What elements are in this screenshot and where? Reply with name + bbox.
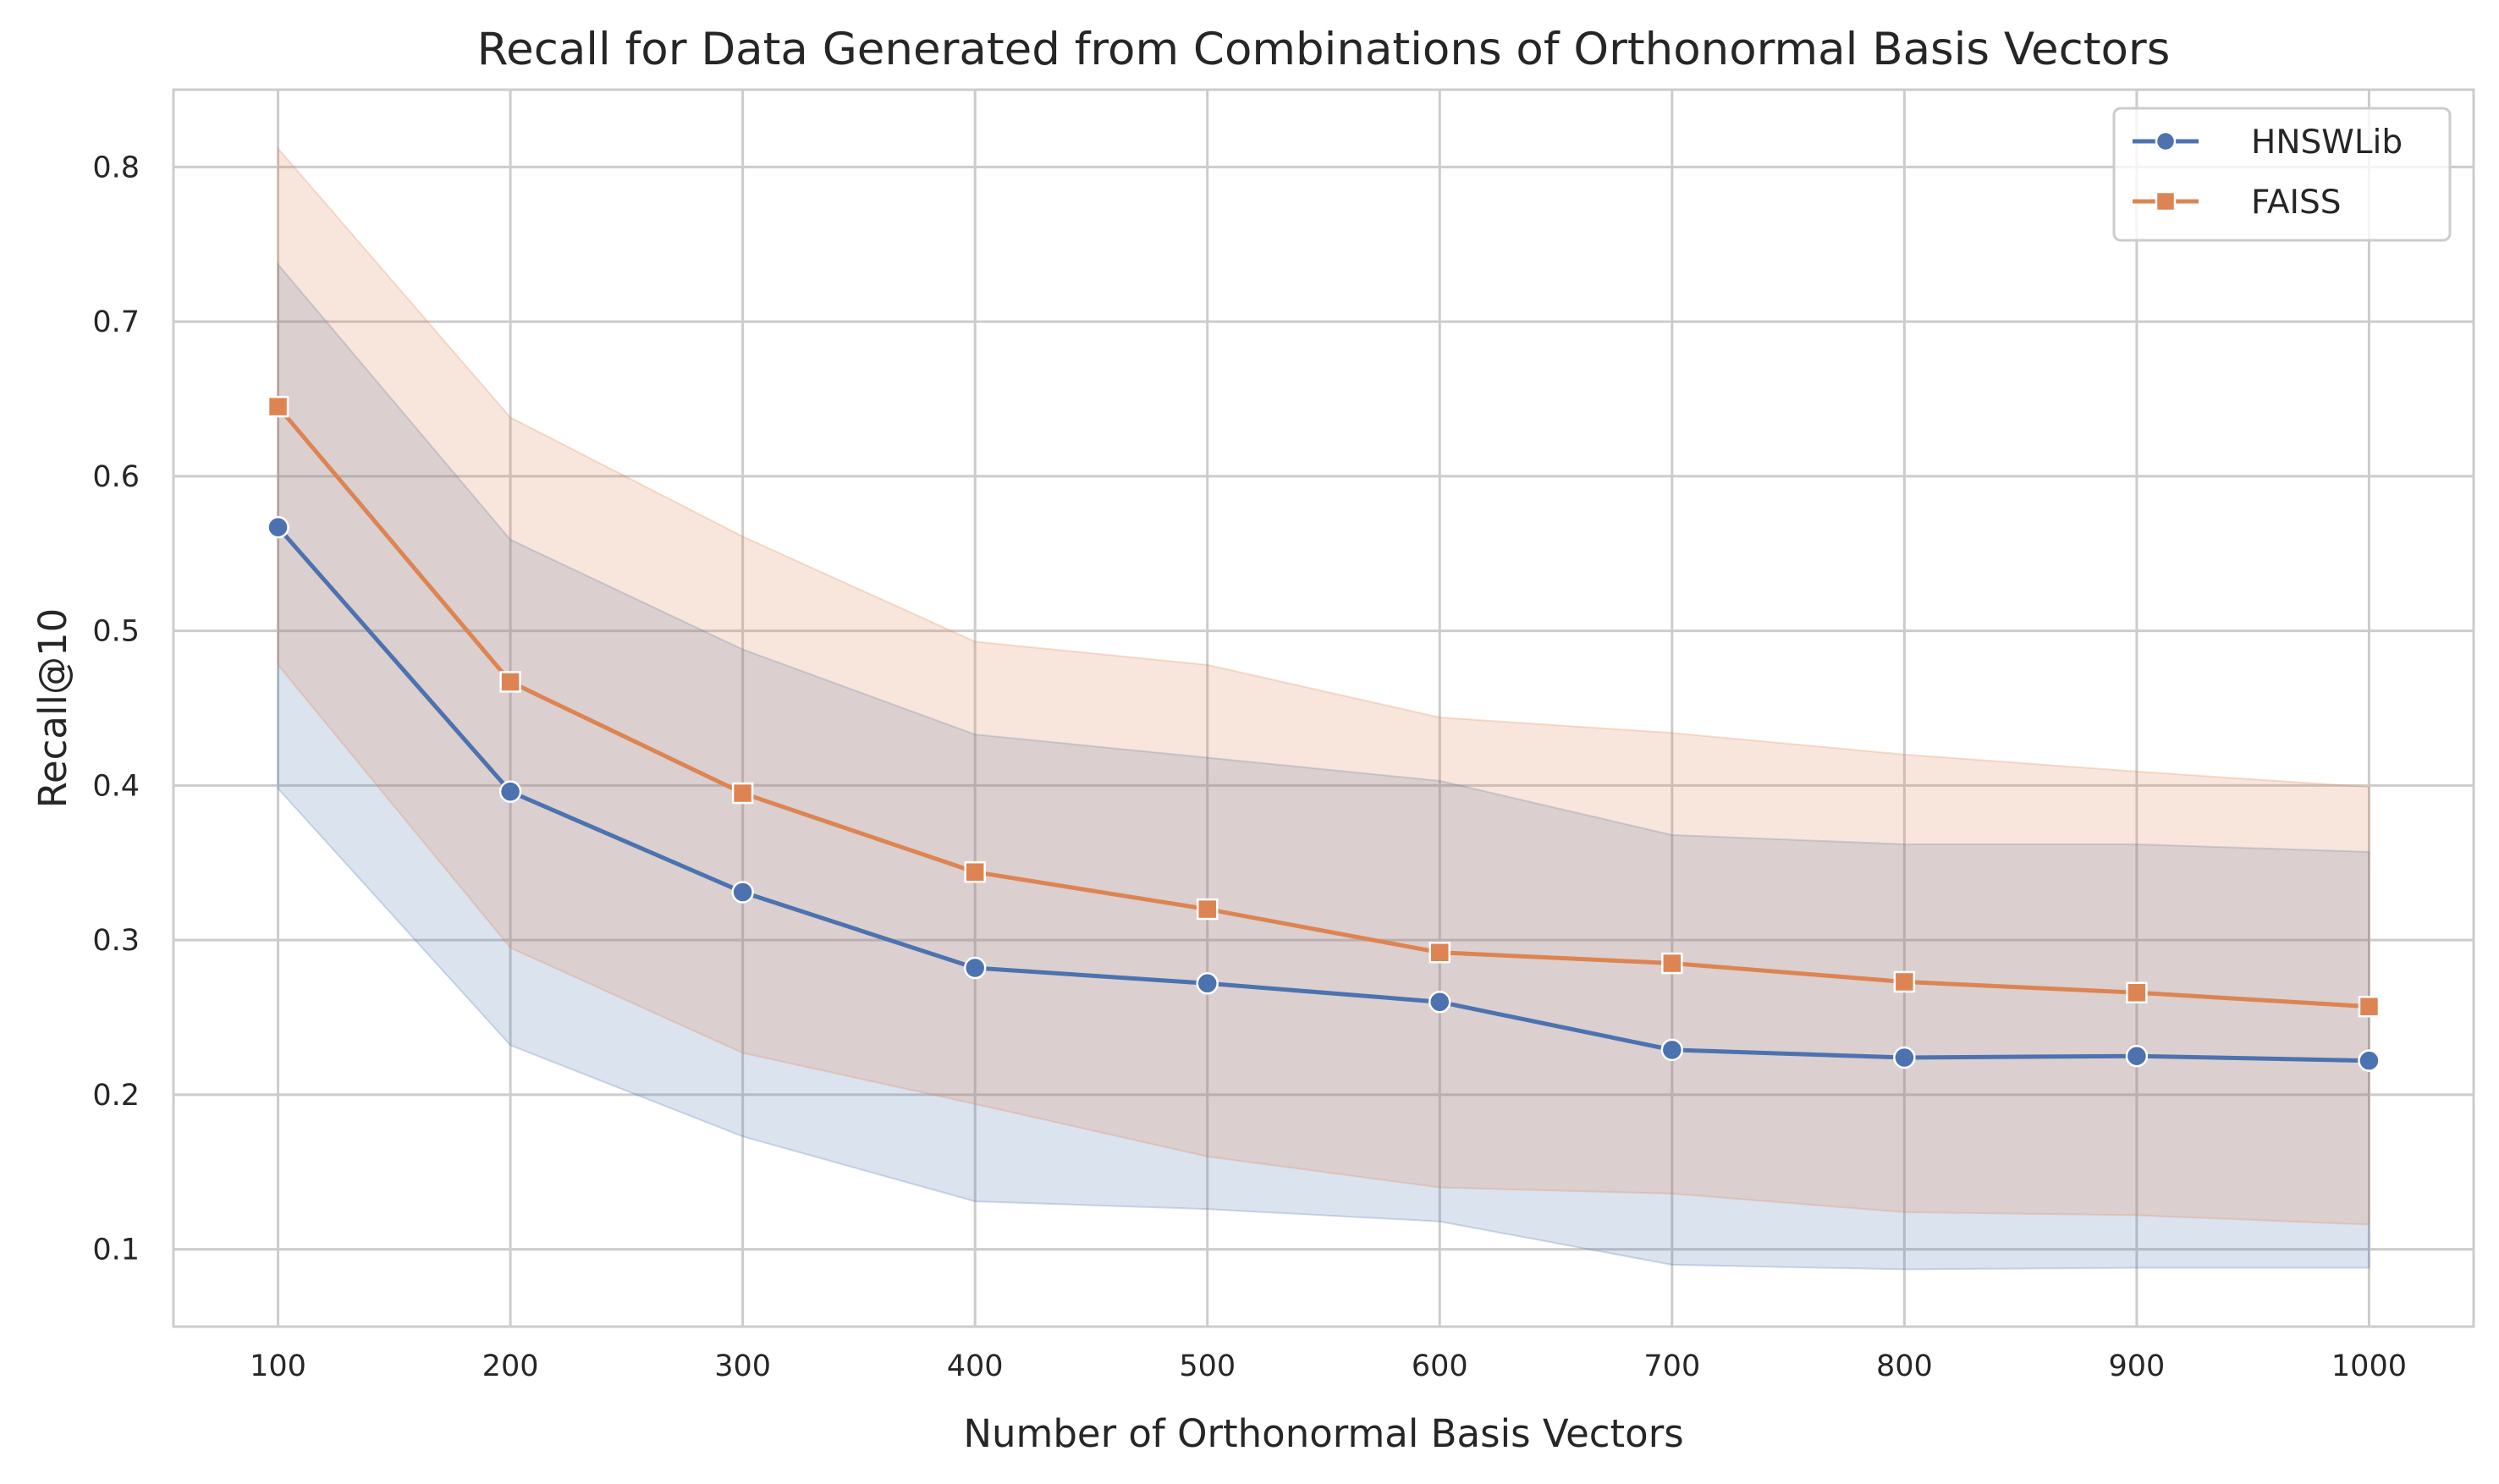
data-point-faiss — [1196, 898, 1219, 921]
data-point-faiss — [731, 782, 754, 805]
y-tick-label: 0.1 — [92, 1234, 140, 1267]
x-tick-label: 200 — [482, 1349, 539, 1383]
legend-marker-faiss — [2155, 190, 2177, 212]
x-axis-title: Number of Orthonormal Basis Vectors — [963, 1411, 1683, 1456]
y-tick-label: 0.6 — [92, 460, 140, 494]
legend-label-faiss: FAISS — [2251, 184, 2342, 222]
confidence-band-faiss — [277, 146, 2370, 1226]
y-tick-label: 0.4 — [92, 769, 140, 803]
data-point-hnswlib — [1428, 990, 1451, 1014]
legend-label-hnswlib: HNSWLib — [2251, 124, 2403, 162]
data-point-hnswlib — [963, 956, 987, 980]
series-lines — [276, 404, 2371, 1064]
data-point-hnswlib — [731, 881, 754, 904]
data-point-hnswlib — [2358, 1049, 2381, 1072]
plot-area-background — [173, 90, 2474, 1327]
x-tick-label: 400 — [947, 1349, 1004, 1383]
x-tick-label: 100 — [250, 1349, 306, 1383]
data-point-hnswlib — [1893, 1046, 1916, 1069]
data-point-hnswlib — [2125, 1044, 2149, 1068]
x-tick-label: 900 — [2109, 1349, 2166, 1383]
data-point-hnswlib — [1660, 1038, 1684, 1062]
series-markers — [267, 395, 2381, 1072]
y-axis-title: Recall@10 — [30, 608, 75, 809]
data-point-faiss — [267, 395, 289, 418]
data-point-faiss — [499, 671, 521, 693]
legend: HNSWLib FAISS — [2112, 107, 2452, 242]
plot-area-frame — [172, 88, 2475, 1328]
data-point-faiss — [964, 860, 986, 883]
data-point-faiss — [2126, 981, 2148, 1004]
y-tick-label: 0.5 — [92, 615, 140, 649]
data-point-faiss — [1428, 941, 1451, 964]
x-tick-label: 1000 — [2331, 1349, 2407, 1383]
confidence-band-hnswlib — [277, 261, 2370, 1271]
data-point-faiss — [2358, 995, 2381, 1018]
grid-lines — [173, 90, 2474, 1327]
chart-title: Recall for Data Generated from Combinati… — [477, 24, 2171, 75]
series-line-faiss — [276, 404, 2371, 1009]
x-tick-label: 600 — [1412, 1349, 1468, 1383]
series-line-hnswlib — [276, 525, 2371, 1064]
data-point-hnswlib — [267, 515, 289, 539]
x-tick-label: 700 — [1643, 1349, 1700, 1383]
data-point-faiss — [1893, 970, 1916, 993]
axis-tick-labels: 100 200 300 400 500 600 700 800 900 1000 0.1 0.2 0.3… — [92, 151, 2407, 1383]
x-tick-label: 500 — [1179, 1349, 1236, 1383]
confidence-bands — [277, 146, 2370, 1271]
x-tick-label: 300 — [714, 1349, 771, 1383]
y-tick-label: 0.8 — [92, 151, 140, 184]
y-tick-label: 0.7 — [92, 305, 140, 339]
y-tick-label: 0.2 — [92, 1079, 140, 1113]
x-tick-label: 800 — [1876, 1349, 1933, 1383]
data-point-faiss — [1661, 952, 1683, 975]
data-point-hnswlib — [1196, 972, 1219, 995]
data-point-hnswlib — [498, 780, 522, 803]
y-tick-label: 0.3 — [92, 924, 140, 958]
legend-marker-hnswlib — [2155, 130, 2177, 152]
